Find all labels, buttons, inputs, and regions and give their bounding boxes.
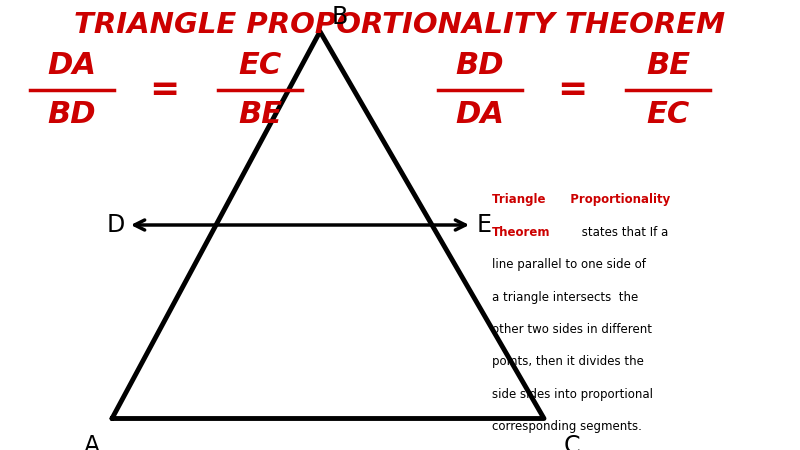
Text: DA: DA	[47, 51, 97, 80]
Text: DA: DA	[455, 100, 505, 129]
Text: EC: EC	[646, 100, 690, 129]
Text: states that If a: states that If a	[578, 226, 669, 239]
Text: =: =	[557, 73, 587, 107]
Text: B: B	[332, 5, 348, 29]
Text: EC: EC	[238, 51, 282, 80]
Text: D: D	[107, 213, 125, 237]
Text: Triangle      Proportionality: Triangle Proportionality	[492, 194, 670, 207]
Text: =: =	[149, 73, 179, 107]
Text: E: E	[477, 213, 491, 237]
Text: BD: BD	[456, 51, 504, 80]
Text: C: C	[564, 434, 581, 450]
Text: a triangle intersects  the: a triangle intersects the	[492, 291, 638, 304]
Text: A: A	[84, 434, 100, 450]
Text: BE: BE	[238, 100, 282, 129]
Text: TRIANGLE PROPORTIONALITY THEOREM: TRIANGLE PROPORTIONALITY THEOREM	[74, 11, 726, 39]
Text: BD: BD	[48, 100, 96, 129]
Text: side sides into proportional: side sides into proportional	[492, 388, 653, 401]
Text: corresponding segments.: corresponding segments.	[492, 420, 642, 433]
Text: other two sides in different: other two sides in different	[492, 323, 652, 336]
Text: Theorem: Theorem	[492, 226, 550, 239]
Text: line parallel to one side of: line parallel to one side of	[492, 258, 646, 271]
Text: BE: BE	[646, 51, 690, 80]
Text: points, then it divides the: points, then it divides the	[492, 356, 644, 369]
